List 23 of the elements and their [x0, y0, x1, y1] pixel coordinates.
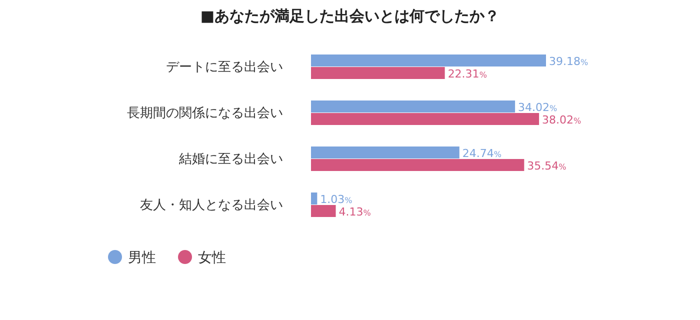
bar — [311, 54, 546, 66]
data-label: 34.02% — [518, 101, 558, 114]
y-tick-label: 結婚に至る出会い — [178, 152, 283, 167]
y-tick-label: 友人・知人となる出会い — [140, 198, 283, 213]
chart-title: ■あなたが満足した出会いとは何でしたか？ — [200, 7, 500, 25]
y-tick-label: 長期間の関係になる出会い — [127, 106, 283, 121]
data-label: 39.18% — [549, 55, 588, 68]
legend-label: 男性 — [128, 250, 156, 266]
bar — [311, 159, 524, 171]
data-label: 24.74% — [462, 147, 502, 160]
data-label: 4.13% — [338, 206, 372, 218]
data-label: 35.54% — [527, 160, 567, 172]
data-label: 22.31% — [448, 68, 488, 80]
bar — [311, 100, 516, 112]
bar — [311, 146, 460, 158]
bar — [311, 205, 336, 217]
data-label: 38.02% — [542, 114, 582, 126]
bar — [311, 192, 318, 204]
data-label: 1.03% — [320, 193, 353, 206]
bar — [311, 113, 540, 125]
y-tick-label: デートに至る出会い — [166, 60, 283, 75]
bar — [311, 67, 445, 79]
legend-label: 女性 — [198, 250, 226, 266]
